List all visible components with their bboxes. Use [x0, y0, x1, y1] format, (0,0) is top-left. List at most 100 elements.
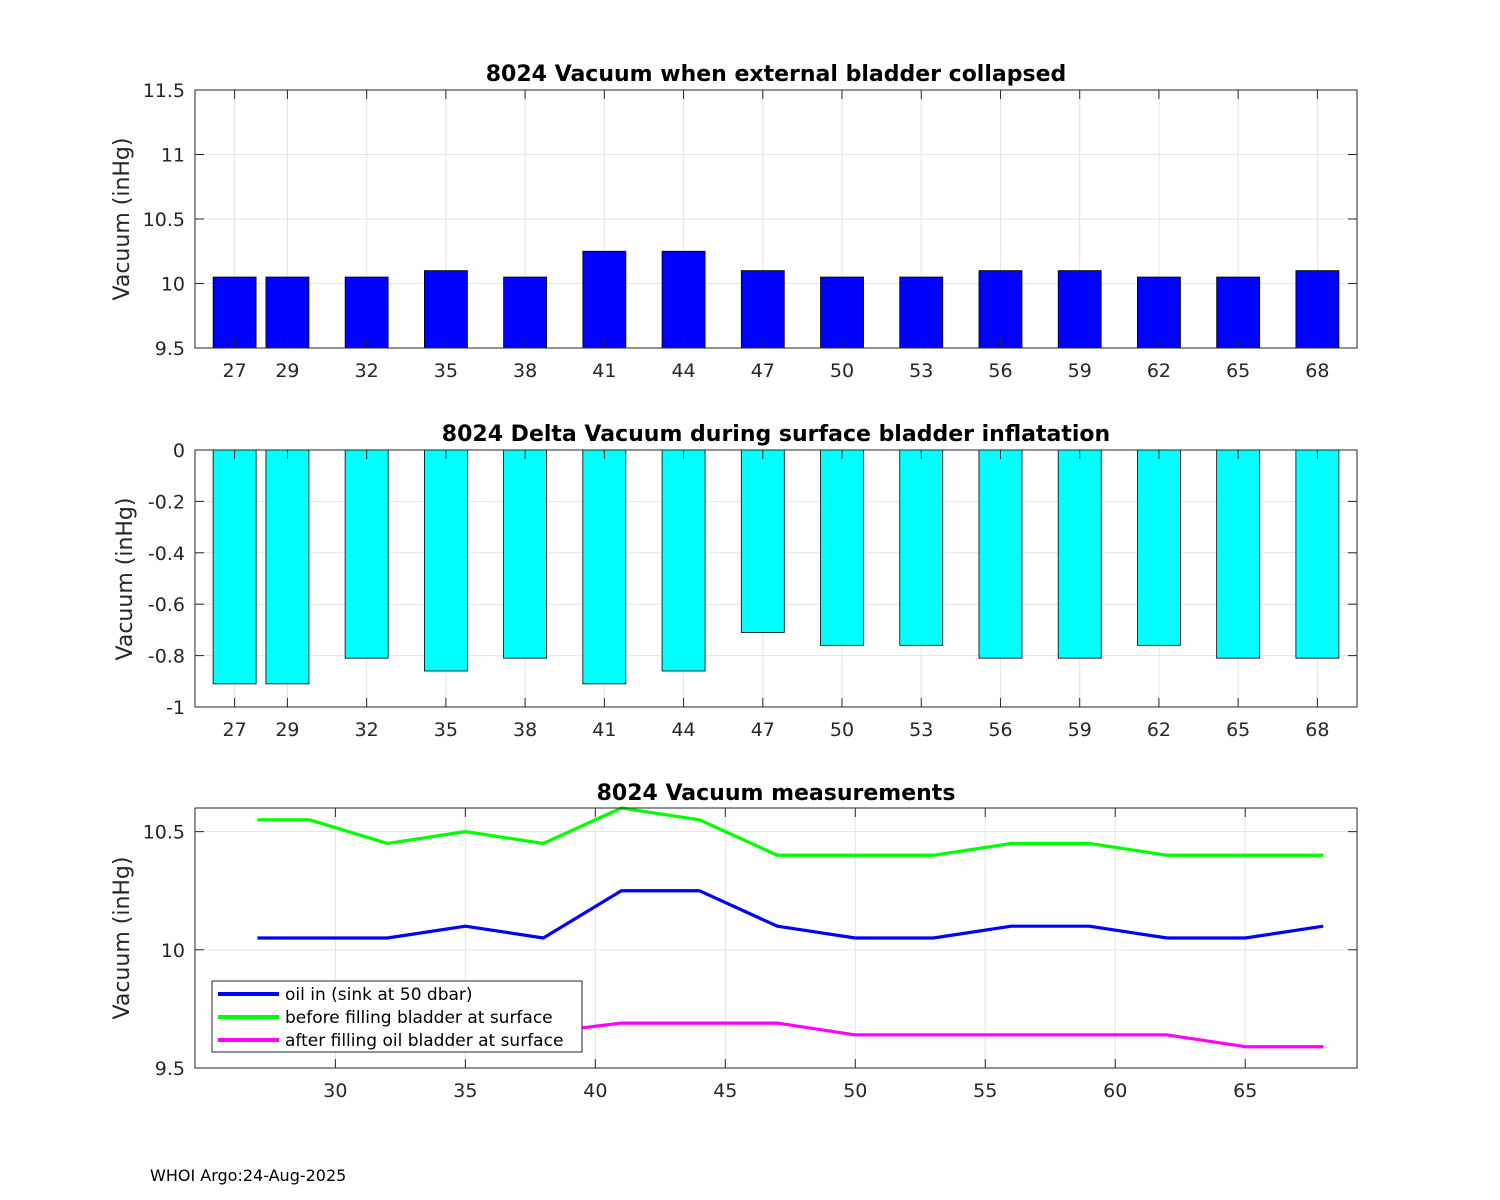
bar-47	[740, 449, 785, 633]
legend-entry: before filling bladder at surface	[285, 1008, 553, 1028]
axes-box	[194, 807, 1358, 1069]
x-tick-label: 62	[1147, 360, 1171, 382]
x-tick-label: 35	[453, 1080, 477, 1102]
bar-59	[1057, 449, 1102, 659]
y-tick-label: 10	[161, 940, 185, 962]
x-tick-label: 59	[1068, 719, 1092, 741]
y-axis-label: Vacuum (inHg)	[110, 138, 135, 301]
x-tick-label: 32	[355, 719, 379, 741]
x-tick-label: 27	[223, 360, 247, 382]
x-tick-label: 32	[355, 360, 379, 382]
bar-62	[1137, 449, 1181, 646]
series-line-1	[257, 889, 1324, 940]
x-tick-label: 65	[1226, 719, 1250, 741]
y-tick-label: 10	[161, 274, 185, 296]
y-tick-label: 9.5	[155, 1058, 185, 1080]
y-tick-label: -1	[166, 697, 185, 719]
axes-box	[194, 449, 1358, 708]
x-tick-label: 50	[830, 719, 854, 741]
y-axis-label: Vacuum (inHg)	[110, 857, 135, 1020]
bar-50	[820, 449, 864, 646]
series-line-2	[257, 806, 1324, 857]
x-tick-label: 44	[671, 360, 695, 382]
bar-35	[423, 270, 468, 349]
bar-32	[344, 276, 389, 349]
bar-68	[1295, 270, 1340, 349]
bar-41	[582, 250, 627, 349]
x-tick-label: 38	[513, 719, 537, 741]
chart-delta: 8024 Delta Vacuum during surface bladder…	[113, 422, 1358, 741]
x-tick-label: 53	[909, 719, 933, 741]
bar-44	[661, 449, 706, 672]
bar-53	[899, 276, 944, 349]
x-tick-label: 41	[592, 719, 616, 741]
chart-measurements: 8024 Vacuum measurements Vacuum (inHg) 3…	[110, 781, 1358, 1102]
x-tick-label: 40	[583, 1080, 607, 1102]
bar-29	[265, 276, 310, 349]
x-tick-label: 62	[1147, 719, 1171, 741]
bar-32	[344, 449, 389, 659]
bar-35	[423, 449, 468, 672]
y-tick-label: -0.6	[148, 594, 185, 616]
x-tick-label: 56	[988, 360, 1012, 382]
y-tick-label: 9.5	[155, 338, 185, 360]
x-tick-label: 65	[1233, 1080, 1257, 1102]
x-tick-label: 35	[434, 719, 458, 741]
bar-27	[212, 449, 257, 685]
y-tick-label: 11	[161, 145, 185, 167]
bar-41	[582, 449, 627, 685]
y-tick-label: 10.5	[143, 209, 185, 231]
bar-27	[212, 276, 257, 349]
bar-62	[1137, 276, 1181, 349]
y-tick-label: 11.5	[143, 80, 185, 102]
x-tick-label: 55	[973, 1080, 997, 1102]
x-tick-label: 68	[1305, 360, 1329, 382]
legend: oil in (sink at 50 dbar) before filling b…	[211, 980, 583, 1053]
y-tick-label: -0.2	[148, 491, 185, 513]
x-tick-label: 47	[751, 719, 775, 741]
y-tick-label: 0	[173, 440, 185, 462]
x-tick-label: 44	[671, 719, 695, 741]
footer-stamp: WHOI Argo:24-Aug-2025	[150, 1166, 347, 1185]
x-tick-label: 30	[323, 1080, 347, 1102]
bar-59	[1057, 270, 1102, 349]
y-tick-label: -0.4	[148, 543, 185, 565]
bar-50	[820, 276, 864, 349]
axes-box	[194, 89, 1358, 349]
legend-entry: after filling oil bladder at surface	[285, 1031, 563, 1051]
bar-38	[503, 449, 548, 659]
x-tick-label: 41	[592, 360, 616, 382]
x-tick-label: 65	[1226, 360, 1250, 382]
bar-44	[661, 250, 706, 349]
x-tick-label: 50	[830, 360, 854, 382]
x-tick-label: 50	[843, 1080, 867, 1102]
x-tick-label: 60	[1103, 1080, 1127, 1102]
bar-47	[740, 270, 785, 349]
bar-56	[978, 449, 1023, 659]
x-tick-label: 27	[223, 719, 247, 741]
chart-title: 8024 Vacuum when external bladder collap…	[486, 62, 1067, 87]
bar-65	[1216, 449, 1261, 659]
bar-53	[899, 449, 944, 646]
chart-title: 8024 Vacuum measurements	[597, 781, 956, 806]
y-tick-label: 10.5	[143, 822, 185, 844]
x-tick-label: 68	[1305, 719, 1329, 741]
x-tick-label: 38	[513, 360, 537, 382]
y-tick-label: -0.8	[148, 646, 185, 668]
legend-entry: oil in (sink at 50 dbar)	[285, 985, 473, 1005]
x-tick-label: 47	[751, 360, 775, 382]
x-tick-label: 53	[909, 360, 933, 382]
bar-29	[265, 449, 310, 685]
bar-68	[1295, 449, 1340, 659]
chart-collapsed: 8024 Vacuum when external bladder collap…	[110, 62, 1358, 382]
chart-title: 8024 Delta Vacuum during surface bladder…	[442, 422, 1110, 447]
x-tick-label: 45	[713, 1080, 737, 1102]
x-tick-label: 29	[275, 719, 299, 741]
bar-56	[978, 270, 1023, 349]
bar-65	[1216, 276, 1261, 349]
bar-38	[503, 276, 548, 349]
x-tick-label: 56	[988, 719, 1012, 741]
x-tick-label: 35	[434, 360, 458, 382]
x-tick-label: 29	[275, 360, 299, 382]
